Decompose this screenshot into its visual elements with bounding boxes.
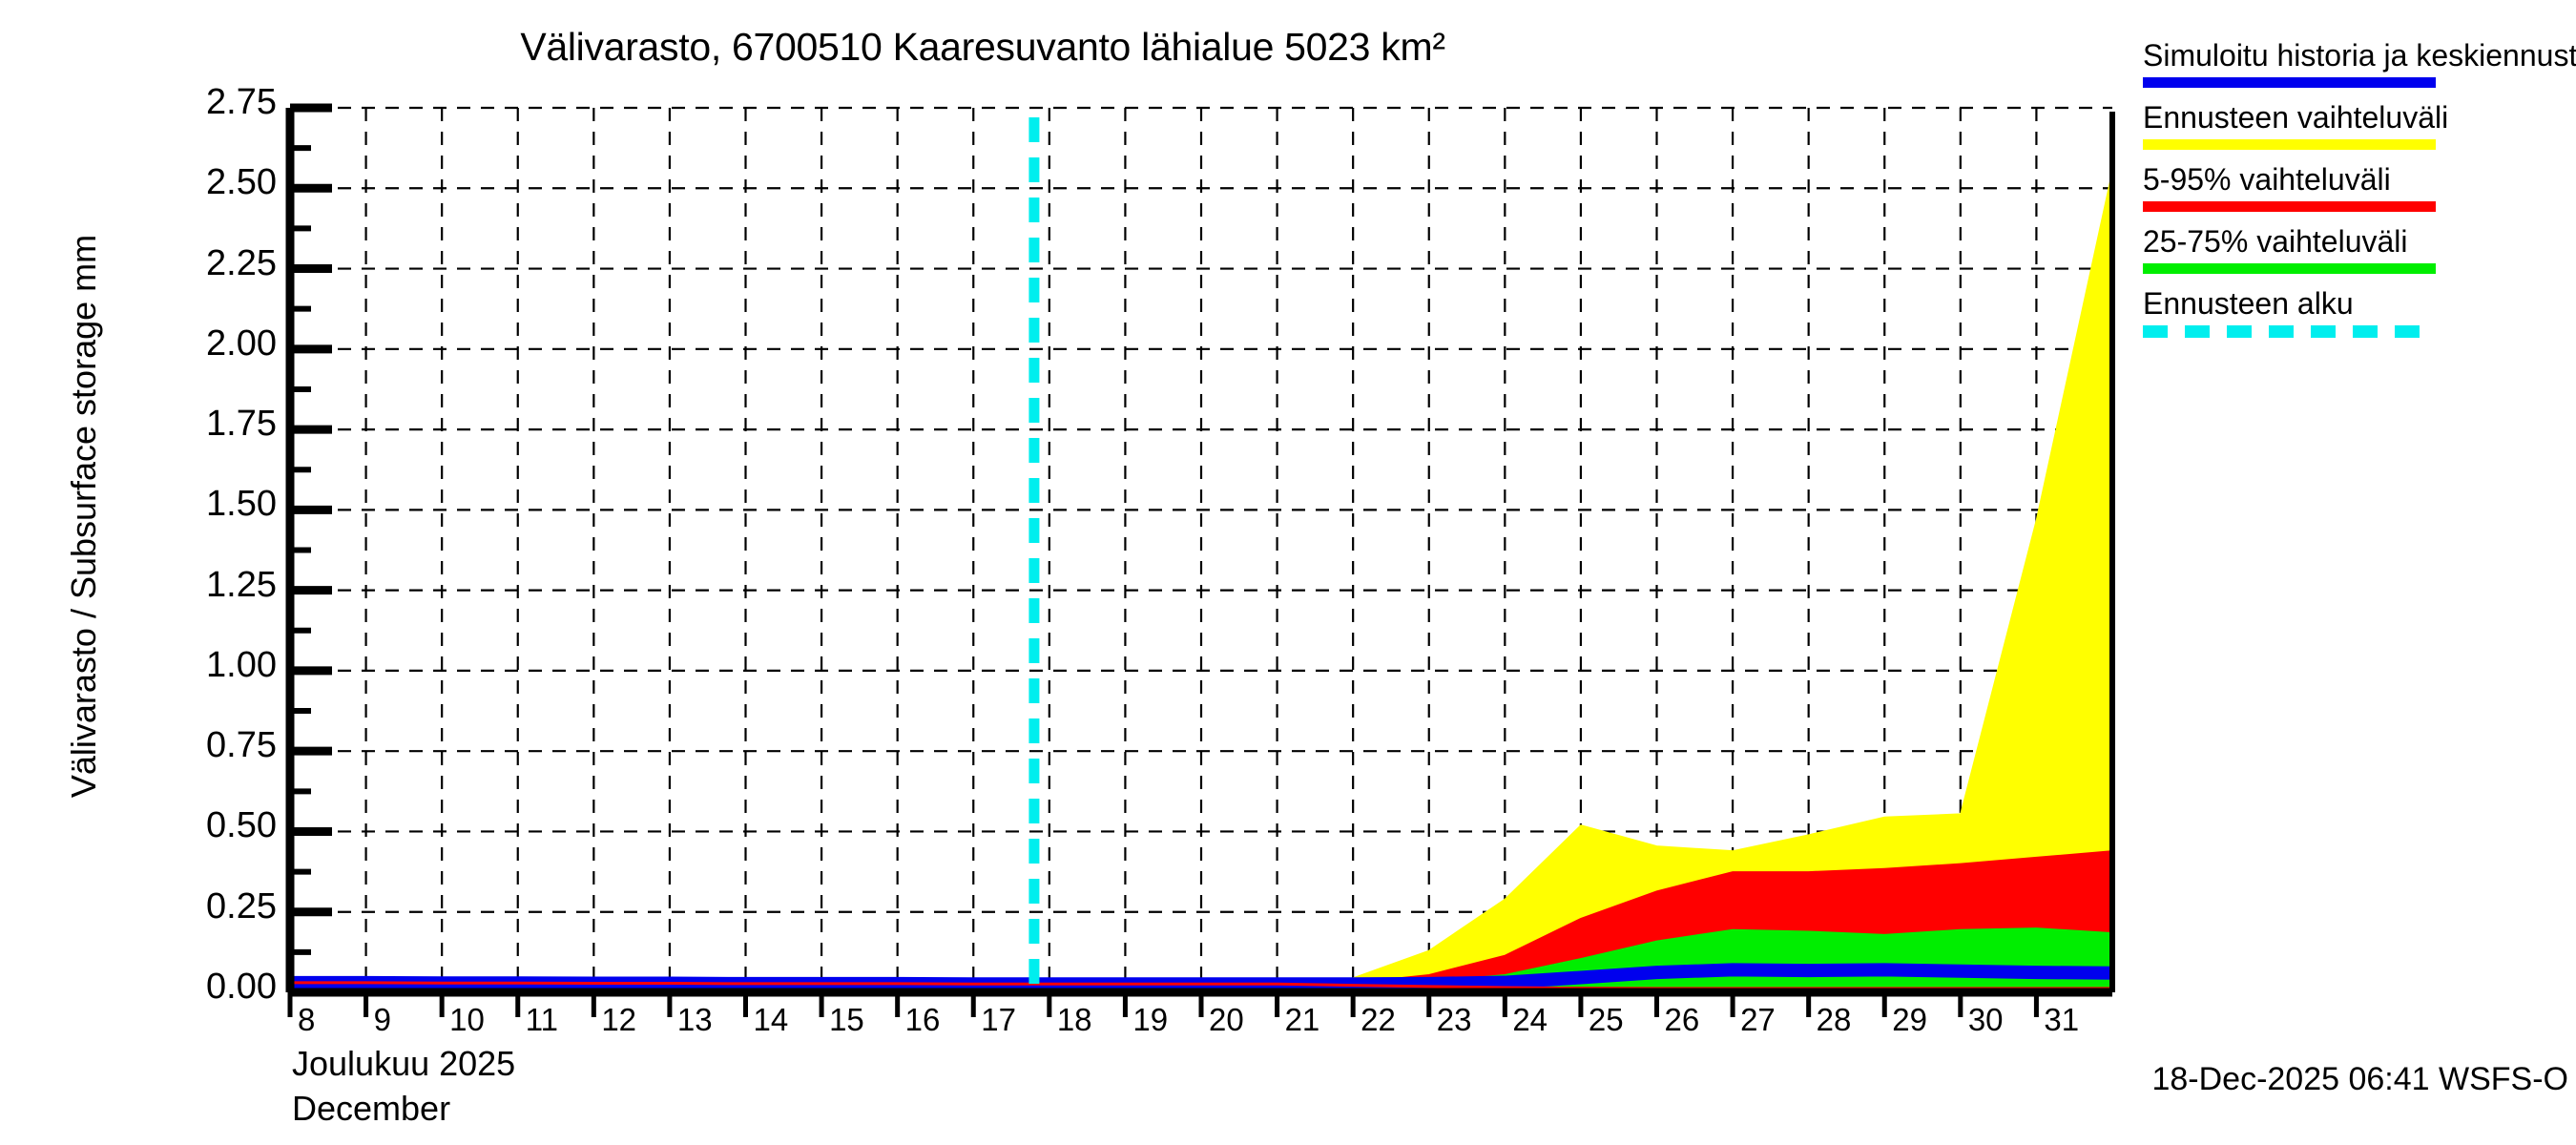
x-tick-label: 24 [1512,1002,1548,1037]
x-axis-caption-en: December [292,1089,451,1128]
y-tick-label: 2.75 [206,82,277,122]
legend-item: 5-95% vaihteluväli [2143,162,2568,212]
x-tick-label: 18 [1056,1002,1092,1037]
x-tick-label: 30 [1967,1002,2004,1037]
y-tick-label: 1.50 [206,484,277,525]
y-tick-label: 0.25 [206,885,277,926]
legend-item: Simuloitu historia ja keskiennuste [2143,38,2576,88]
x-tick-label: 12 [601,1002,637,1037]
x-axis-caption-fi: Joulukuu 2025 [292,1044,516,1083]
x-tick-label: 14 [753,1002,789,1037]
legend-item-label: Simuloitu historia ja keskiennuste [2143,38,2576,73]
x-tick-label: 10 [449,1002,485,1037]
y-axis-tick-labels: 0.00 0.25 0.50 0.75 1.00 1.25 1.50 1.75 2.00 2.25… [105,0,277,1145]
x-tick-label: 22 [1361,1002,1396,1037]
legend-item-label: 5-95% vaihteluväli [2143,162,2391,197]
x-tick-label: 27 [1740,1002,1776,1037]
legend-swatch [2143,263,2436,274]
legend-swatch [2143,201,2436,212]
legend-item-label: Ennusteen vaihteluväli [2143,100,2449,135]
x-tick-label: 17 [981,1002,1016,1037]
legend-item: Ennusteen vaihteluväli [2143,100,2568,150]
x-tick-label: 13 [676,1002,713,1037]
x-tick-label: 23 [1436,1002,1472,1037]
legend-swatch [2143,139,2436,150]
chart-legend: Simuloitu historia ja keskiennuste Ennust… [2143,38,2576,350]
x-tick-label: 26 [1664,1002,1700,1037]
y-tick-label: 1.25 [206,564,277,605]
x-tick-label: 20 [1209,1002,1244,1037]
legend-swatch [2143,325,2436,338]
legend-item-label: Ennusteen alku [2143,286,2354,321]
timestamp-footer: 18-Dec-2025 06:41 WSFS-O [2151,1061,2568,1097]
x-tick-label: 19 [1132,1002,1169,1037]
band-5-95 [290,850,2113,989]
p05-edge-line [290,981,2112,990]
x-tick-label: 16 [904,1002,941,1037]
y-tick-label: 1.75 [206,404,277,445]
legend-swatch [2143,77,2436,88]
axis-frame [285,103,2115,1017]
legend-item: Ennusteen alku [2143,286,2568,338]
y-tick-label: 2.50 [206,162,277,203]
y-tick-label: 1.00 [206,644,277,685]
x-tick-label: 29 [1892,1002,1927,1037]
y-tick-label: 0.00 [206,967,277,1007]
x-tick-label: 25 [1588,1002,1624,1037]
x-tick-label: 31 [2044,1002,2080,1037]
page-title: Välivarasto, 6700510 Kaaresuvanto lähial… [520,25,1445,69]
y-tick-label: 0.75 [206,725,277,766]
y-tick-label: 0.50 [206,805,277,846]
legend-item-label: 25-75% vaihteluväli [2143,224,2408,259]
x-tick-label: 15 [829,1002,864,1037]
grid-lines [288,106,2112,992]
forecast-bands [290,170,2113,990]
x-tick-label: 11 [525,1002,559,1037]
y-axis-label: Välivarasto / Subsurface storage mm [64,234,103,799]
y-tick-label: 2.00 [206,323,277,364]
x-tick-label: 28 [1816,1002,1852,1037]
x-tick-label: 8 [298,1002,316,1037]
x-tick-label: 9 [373,1002,391,1037]
legend-item: 25-75% vaihteluväli [2143,224,2568,274]
y-tick-label: 2.25 [206,242,277,283]
mean-forecast-line [290,963,2113,991]
x-tick-label: 21 [1284,1002,1320,1037]
band-25-75 [290,927,2113,988]
band-full-range [290,170,2113,990]
